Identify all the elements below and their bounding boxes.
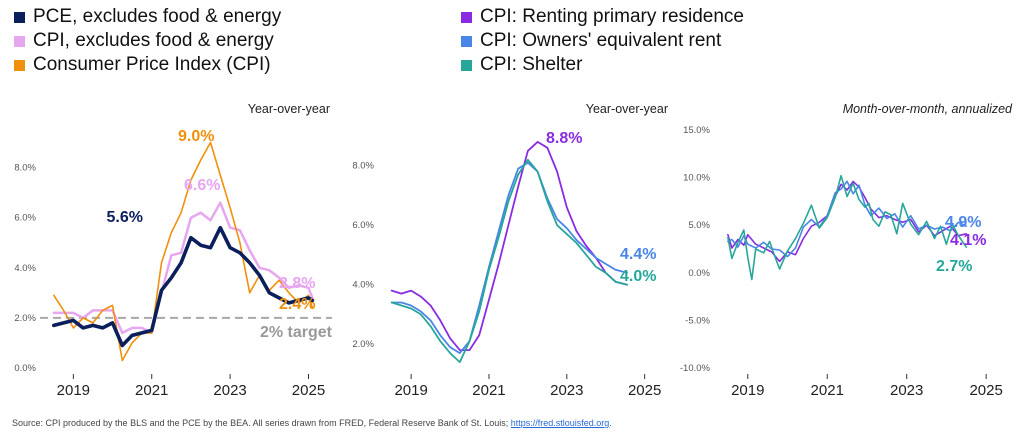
value-label: 2.4%	[279, 296, 315, 313]
chart-panel-2: Year-over-year 2.0% 4.0% 6.0% 8.0% 2019 2021 20…	[352, 102, 668, 399]
x-tick-label: 2019	[731, 382, 764, 399]
source-link[interactable]: https://fred.stlouisfed.org	[510, 418, 610, 428]
y-tick-label: 10.0%	[683, 173, 710, 184]
legend-swatch	[461, 35, 472, 47]
chart-panel-1: Year-over-year 0.0% 2.0% 4.0% 6.0% 8.0% 2019 20…	[14, 102, 332, 399]
value-label: 4.9%	[945, 214, 981, 231]
y-tick-label: 5.0%	[688, 220, 710, 231]
series-line-cpi-rent	[727, 180, 968, 263]
legend-label: Consumer Price Index (CPI)	[33, 54, 271, 75]
value-label: 9.0%	[178, 128, 214, 145]
series-line-cpi-rent	[390, 141, 628, 351]
value-label: 4.4%	[620, 246, 656, 263]
y-tick-label: 0.0%	[688, 268, 710, 279]
legend-swatch	[461, 59, 472, 71]
y-tick-label: 0.0%	[14, 363, 36, 374]
y-tick-label: 4.0%	[352, 280, 374, 291]
x-tick-label: 2025	[292, 382, 325, 399]
y-tick-label: 8.0%	[352, 161, 374, 172]
x-tick-label: 2021	[472, 382, 505, 399]
y-tick-label: 8.0%	[14, 163, 36, 174]
legend-swatch	[461, 11, 472, 23]
x-tick-label: 2019	[394, 382, 427, 399]
legend-item-cpi-core: CPI, excludes food & energy	[14, 30, 274, 52]
series-line-cpi-oer	[727, 180, 968, 258]
x-tick-label: 2023	[213, 382, 246, 399]
legend-label: CPI, excludes food & energy	[33, 30, 274, 51]
y-tick-label: 6.0%	[352, 220, 374, 231]
legend-item-cpi-shelter: CPI: Shelter	[461, 54, 582, 76]
series-line-cpi	[53, 141, 314, 362]
legend-label: PCE, excludes food & energy	[33, 6, 282, 27]
legend: PCE, excludes food & energy CPI, exclude…	[14, 6, 774, 82]
y-tick-label: 15.0%	[683, 125, 710, 136]
y-tick-label: 2.0%	[14, 313, 36, 324]
x-tick-label: 2025	[628, 382, 661, 399]
legend-swatch	[14, 35, 25, 47]
x-tick-label: 2023	[890, 382, 923, 399]
legend-swatch	[14, 59, 25, 71]
legend-label: CPI: Renting primary residence	[480, 6, 744, 27]
x-tick-label: 2021	[135, 382, 168, 399]
source-note: Source: CPI produced by the BLS and the …	[12, 418, 612, 428]
value-label: 8.8%	[546, 130, 582, 147]
value-label: 4.1%	[950, 232, 986, 249]
value-label: 6.6%	[184, 177, 220, 194]
x-tick-label: 2019	[57, 382, 90, 399]
panel-subtitle: Year-over-year	[586, 102, 668, 116]
y-tick-label: -10.0%	[680, 363, 711, 374]
series-line-cpi-shelter	[727, 174, 968, 281]
panel-subtitle: Month-over-month, annualized	[843, 102, 1013, 116]
legend-swatch	[14, 11, 25, 23]
series-line-cpi-core	[52, 201, 314, 335]
legend-item-cpi: Consumer Price Index (CPI)	[14, 54, 271, 76]
chart-panel-3: Month-over-month, annualized -10.0% -5.0% 0…	[680, 102, 1013, 399]
y-tick-label: 4.0%	[14, 263, 36, 274]
panel-subtitle: Year-over-year	[248, 102, 330, 116]
series-line-cpi-shelter	[390, 158, 628, 363]
value-label: 2.7%	[936, 258, 972, 275]
legend-label: CPI: Shelter	[480, 54, 583, 75]
value-label: 5.6%	[107, 209, 143, 226]
source-text: Source: CPI produced by the BLS and the …	[12, 418, 511, 428]
y-tick-label: -5.0%	[685, 315, 710, 326]
value-label: 2.8%	[279, 275, 315, 292]
series-line-cpi-oer	[390, 161, 628, 354]
y-tick-label: 2.0%	[352, 339, 374, 350]
x-tick-label: 2023	[550, 382, 583, 399]
series-line-pce-core	[52, 225, 315, 348]
y-tick-label: 6.0%	[14, 213, 36, 224]
target-label: 2% target	[260, 324, 333, 341]
legend-item-cpi-rent: CPI: Renting primary residence	[461, 6, 744, 28]
legend-item-cpi-oer: CPI: Owners' equivalent rent	[461, 30, 721, 52]
x-tick-label: 2025	[969, 382, 1002, 399]
x-tick-label: 2021	[811, 382, 844, 399]
legend-label: CPI: Owners' equivalent rent	[480, 30, 722, 51]
value-label: 4.0%	[620, 268, 656, 285]
source-suffix: .	[609, 418, 612, 428]
legend-item-pce-core: PCE, excludes food & energy	[14, 6, 281, 28]
